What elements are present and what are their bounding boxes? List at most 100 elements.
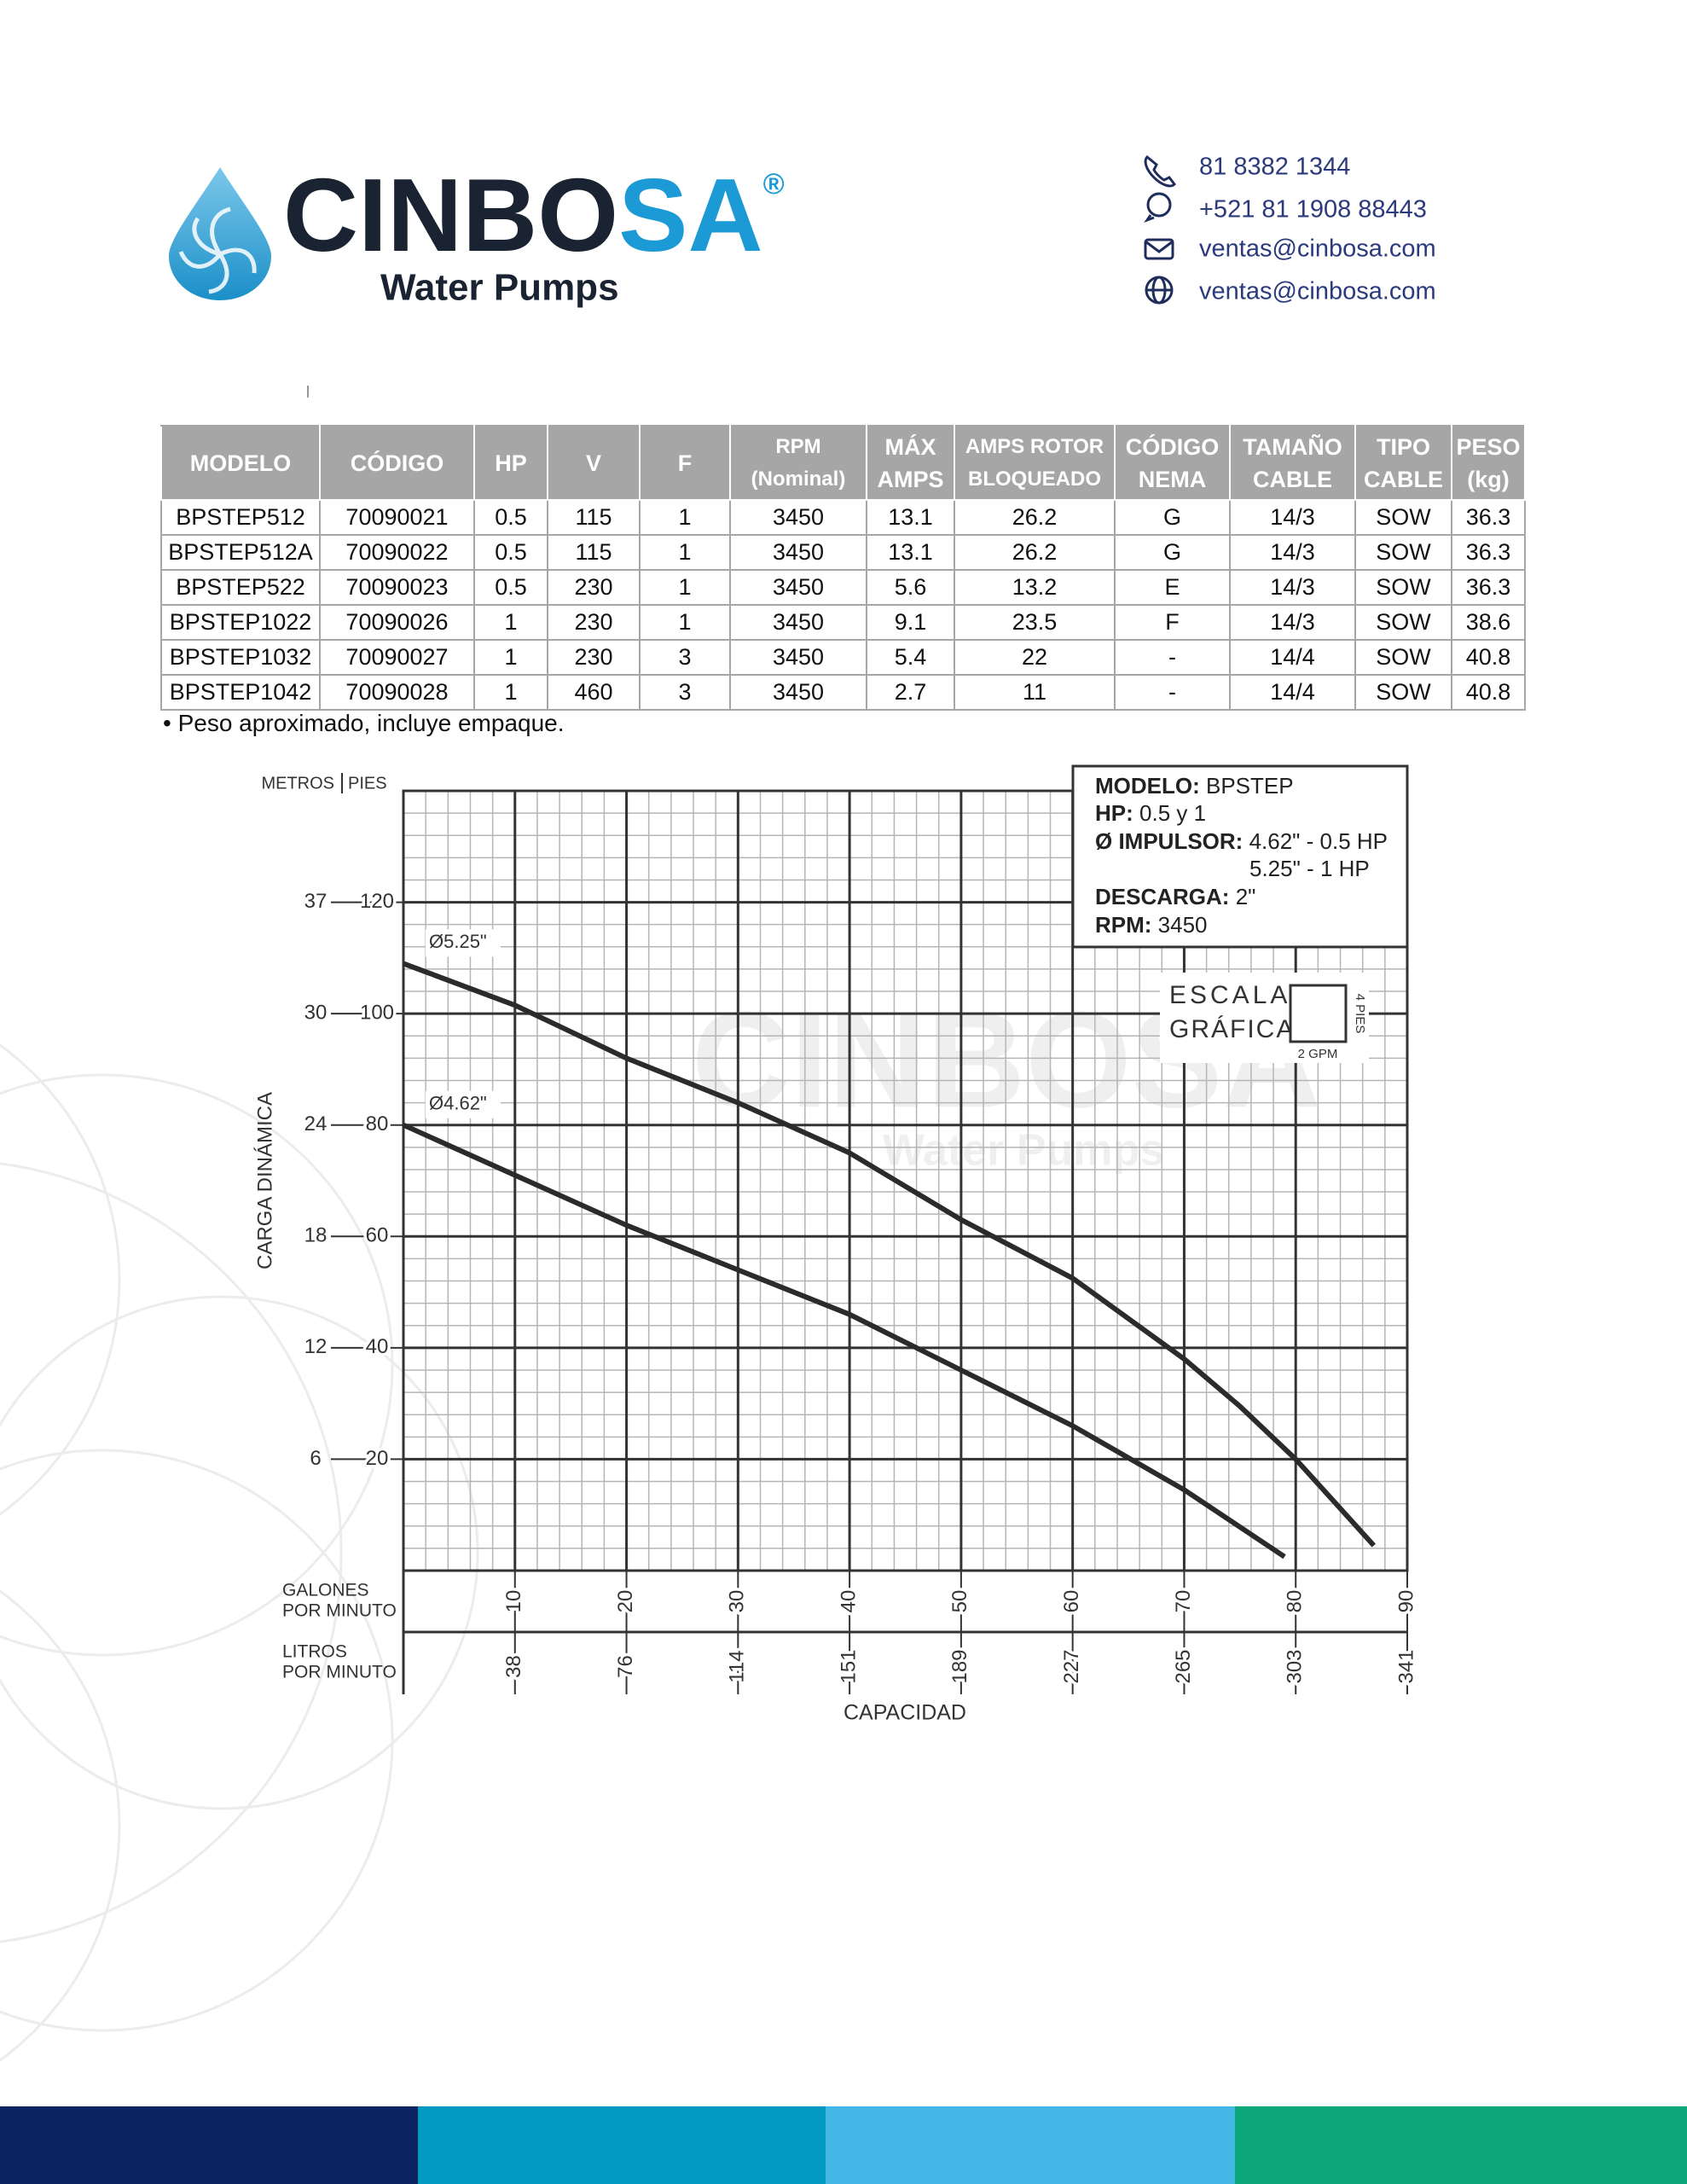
logo-name: CINBOSA®: [283, 157, 785, 273]
info-key: RPM:: [1095, 912, 1151, 938]
contact-phone: 81 8382 1344: [1199, 154, 1350, 181]
x-unit-line: POR MINUTO: [282, 1601, 397, 1621]
x-tick-label: 10: [502, 1590, 525, 1613]
column-header: MODELO: [160, 425, 321, 501]
table-cell: BPSTEP512: [160, 499, 321, 536]
x-tick-label: 70: [1172, 1590, 1195, 1613]
table-cell: 3: [639, 674, 731, 711]
x-tick-label: 50: [948, 1590, 971, 1613]
pump-curve: [402, 1122, 1286, 1560]
table-body: BPSTEP512 70090021 0.5 115 1 3450 13.1 26.2 G 14/…: [160, 499, 1526, 711]
table-cell: 3450: [729, 674, 867, 711]
table-cell: G: [1114, 499, 1231, 536]
table-cell: 36.3: [1451, 534, 1526, 571]
table-cell: 1: [473, 674, 548, 711]
table-cell: 26.2: [954, 534, 1116, 571]
table-cell: 3450: [729, 569, 867, 606]
table-cell: E: [1114, 569, 1231, 606]
table-cell: BPSTEP522: [160, 569, 321, 606]
contact-email: ventas@cinbosa.com: [1199, 235, 1436, 263]
footnote: • Peso aproximado, incluye empaque.: [163, 710, 565, 736]
table-cell: 1: [639, 499, 731, 536]
table-cell: 14/3: [1229, 604, 1356, 641]
logo-drop: [169, 167, 271, 300]
contacts: 81 8382 1344 +521 81 1908 88443 ventas@c…: [1199, 154, 1436, 305]
column-header: AMPS ROTOR BLOQUEADO: [954, 425, 1116, 501]
table-cell: 70090021: [319, 499, 475, 536]
footer-bar: [1235, 2106, 1687, 2184]
table-cell: 3450: [729, 534, 867, 571]
table-cell: 115: [547, 534, 641, 571]
info-box-text: MODELO: BPSTEP HP: 0.5 y 1 Ø IMPULSOR: 4…: [1095, 773, 1388, 938]
y-title: CARGA DINÁMICA: [253, 1092, 276, 1269]
info-key: Ø IMPULSOR:: [1095, 828, 1243, 854]
web-icon: [1145, 276, 1174, 305]
column-header: CÓDIGO NEMA: [1114, 425, 1231, 501]
table-cell: SOW: [1354, 604, 1452, 641]
table-cell: 13.1: [866, 499, 955, 536]
info-box: MODELO: BPSTEP HP: 0.5 y 1 Ø IMPULSOR: 4…: [1071, 764, 1409, 949]
footer-bar: [826, 2106, 1235, 2184]
y-tick-label: 60: [366, 1224, 389, 1247]
y-secondary-tick-label: 6: [310, 1447, 321, 1470]
background-flower: [0, 1043, 479, 2062]
column-header: RPM (Nominal): [729, 425, 867, 501]
table-cell: SOW: [1354, 674, 1452, 711]
info-value: 3450: [1158, 912, 1208, 938]
table-cell: 230: [547, 639, 641, 676]
column-header-line: PESO: [1456, 433, 1521, 460]
table-cell: 1: [473, 604, 548, 641]
scale-height: 4 PIES: [1353, 994, 1367, 1034]
table-cell: 460: [547, 674, 641, 711]
table-cell: 70090026: [319, 604, 475, 641]
x-unit-secondary-line: POR MINUTO: [282, 1663, 397, 1682]
table-cell: 9.1: [866, 604, 955, 641]
footer-bar: [418, 2106, 826, 2184]
table-cell: 14/3: [1229, 499, 1356, 536]
table-cell: 23.5: [954, 604, 1116, 641]
info-value: 0.5 y 1: [1139, 800, 1206, 826]
column-header-line: CÓDIGO: [350, 450, 444, 476]
table-cell: SOW: [1354, 569, 1452, 606]
table-cell: 1: [639, 569, 731, 606]
table-cell: 5.6: [866, 569, 955, 606]
x-unit-line: GALONES: [282, 1581, 369, 1600]
y-tick-label: 120: [360, 890, 394, 913]
column-header: F: [639, 425, 731, 501]
column-header: PESO (kg): [1451, 425, 1526, 501]
table-cell: 115: [547, 499, 641, 536]
table-cell: -: [1114, 674, 1231, 711]
y-tick-label: 40: [366, 1335, 389, 1358]
table-cell: SOW: [1354, 534, 1452, 571]
x-tick-label: 20: [614, 1590, 637, 1613]
y-secondary-tick-label: 30: [304, 1001, 328, 1024]
x-secondary-tick-label: 227: [1060, 1649, 1083, 1683]
column-header-line: BLOQUEADO: [968, 467, 1101, 491]
column-header-line: NEMA: [1138, 466, 1207, 492]
x-tick-label: 60: [1060, 1590, 1083, 1613]
whatsapp-icon: [1144, 192, 1172, 224]
column-header: CÓDIGO: [319, 425, 475, 501]
graphic-scale: ESCALA GRÁFICA 4 PIES 2 GPM: [1160, 973, 1369, 1063]
x-secondary-tick-label: 114: [726, 1650, 749, 1682]
table-cell: 1: [639, 534, 731, 571]
info-key: DESCARGA:: [1095, 884, 1229, 909]
table-cell: 0.5: [473, 569, 548, 606]
info-box-frame: [1071, 764, 1409, 949]
table-cell: F: [1114, 604, 1231, 641]
logo: CINBOSA® Water Pumps: [169, 157, 785, 309]
x-secondary-tick-label: 151: [837, 1649, 860, 1683]
table-row: BPSTEP1032 70090027 1 230 3 3450 5.4 22-14/4 SOW…: [160, 639, 1526, 676]
x-secondary-tick-label: 76: [614, 1655, 637, 1678]
column-header: MÁX AMPS: [866, 425, 955, 501]
table-cell: BPSTEP512A: [160, 534, 321, 571]
column-header-line: TAMAÑO: [1243, 433, 1342, 460]
table-cell: -: [1114, 639, 1231, 676]
column-header-line: CABLE: [1364, 466, 1443, 492]
x-tick-label: 30: [726, 1590, 749, 1613]
table-row: BPSTEP1022 70090026 1 230 1 3450 9.1 23.5 F 14/3 S…: [160, 604, 1526, 641]
footer-bar: [0, 2106, 418, 2184]
table-cell: 14/4: [1229, 674, 1356, 711]
table-cell: 230: [547, 604, 641, 641]
